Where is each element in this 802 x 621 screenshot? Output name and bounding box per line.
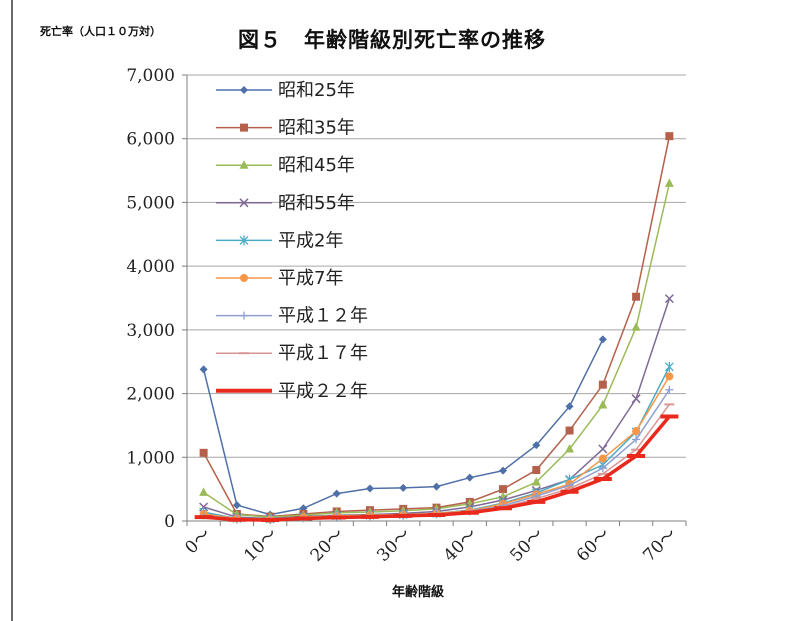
data-point (664, 294, 674, 304)
legend-label: 昭和45年 (278, 155, 355, 176)
x-tick-label: 50〜 (506, 524, 547, 565)
data-point (240, 311, 248, 320)
data-point (665, 385, 674, 394)
data-point (598, 400, 608, 409)
x-tick-label: 10〜 (240, 524, 281, 565)
y-tick-label: 2,000 (126, 385, 175, 405)
y-tick-label: 7,000 (126, 66, 175, 86)
x-tick-label: 30〜 (373, 524, 414, 565)
legend-label: 平成１７年 (278, 343, 368, 364)
data-point (199, 448, 208, 457)
y-tick-label: 0 (164, 512, 175, 532)
y-tick-label: 6,000 (126, 130, 175, 150)
data-point (232, 501, 241, 510)
data-point (499, 466, 508, 475)
data-point (565, 444, 575, 453)
data-point (332, 489, 341, 498)
data-point (598, 335, 607, 344)
legend-label: 平成１２年 (278, 306, 368, 327)
legend-label: 平成２２年 (278, 381, 368, 402)
legend: 昭和25年昭和35年昭和45年昭和55年平成2年平成7年平成１２年平成１７年平成… (216, 80, 368, 402)
y-axis-label: 死亡率（人口１０万対） (40, 25, 161, 38)
data-point (598, 464, 607, 473)
data-point (239, 160, 249, 169)
data-point (199, 365, 208, 374)
y-tick-label: 5,000 (126, 193, 175, 213)
x-axis-label: 年齢階級 (392, 585, 445, 600)
legend-item: 昭和25年 (216, 80, 355, 101)
legend-item: 昭和35年 (216, 118, 355, 139)
data-point (239, 235, 249, 246)
data-point (240, 123, 248, 132)
data-point (598, 380, 607, 389)
data-point (664, 361, 674, 372)
legend-label: 昭和35年 (278, 118, 355, 139)
image-frame-border (11, 0, 13, 621)
legend-label: 昭和25年 (278, 80, 355, 101)
legend-item: 平成１２年 (216, 306, 368, 327)
legend-item: 平成２２年 (216, 381, 368, 402)
data-point (665, 372, 674, 381)
legend-label: 昭和55年 (278, 193, 355, 214)
data-point (531, 477, 541, 486)
chart-title: 図５ 年齢階級別死亡率の推移 (238, 28, 546, 52)
data-point (565, 402, 574, 411)
series-9 (194, 414, 679, 523)
y-tick-label: 3,000 (126, 321, 175, 341)
data-point (632, 292, 641, 301)
data-point (465, 473, 474, 482)
data-point (565, 426, 574, 435)
data-point (499, 485, 508, 494)
x-tick-label: 60〜 (573, 524, 614, 565)
data-point (598, 454, 607, 463)
data-point (632, 427, 641, 436)
gridlines (187, 74, 686, 522)
data-point (532, 466, 541, 475)
data-point (199, 487, 209, 496)
x-tick-label: 70〜 (639, 524, 680, 565)
legend-label: 平成7年 (278, 268, 343, 289)
legend-item: 平成１７年 (216, 343, 368, 364)
legend-item: 平成7年 (216, 268, 343, 289)
data-point (631, 322, 641, 331)
x-tick-label: 0〜 (181, 524, 215, 558)
legend-item: 昭和55年 (216, 193, 355, 214)
legend-label: 平成2年 (278, 230, 343, 251)
legend-item: 昭和45年 (216, 155, 355, 176)
data-point (239, 198, 249, 208)
legend-item: 平成2年 (216, 230, 343, 251)
x-tick-labels: 0〜 10〜 20〜 30〜 40〜 50〜 60〜 70〜 (181, 524, 681, 565)
data-point (432, 482, 441, 491)
data-point (664, 178, 674, 187)
data-point (665, 132, 674, 141)
y-tick-labels: 0 1,000 2,000 3,000 4,000 5,000 6,000 7,000 (126, 66, 175, 532)
series-line (203, 375, 671, 521)
data-point (365, 484, 374, 493)
y-tick-label: 1,000 (126, 448, 175, 468)
data-point (598, 444, 608, 454)
data-point (631, 394, 641, 404)
x-tick-label: 40〜 (440, 524, 481, 565)
data-point (240, 86, 248, 94)
y-tick-label: 4,000 (126, 257, 175, 277)
data-point (399, 483, 408, 492)
data-point (240, 274, 248, 282)
series-lines (194, 132, 679, 525)
data-point (532, 441, 541, 450)
data-point (632, 435, 641, 444)
x-tick-label: 20〜 (307, 524, 348, 565)
